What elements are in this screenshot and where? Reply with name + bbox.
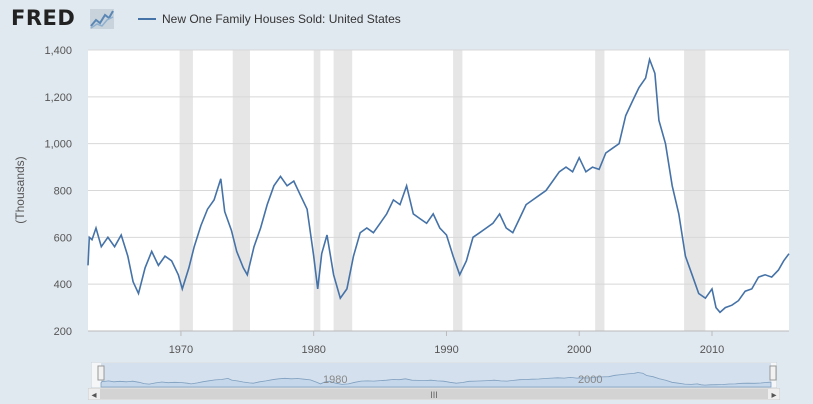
x-axis-ticks: 1970 1980 1990 2000 2010 xyxy=(88,330,789,356)
scrollbar-thumb[interactable] xyxy=(100,389,768,399)
x-tick-label: 1990 xyxy=(434,344,458,356)
line-chart: 200 400 600 800 1,000 1,200 1,400 1970 1980 1990… xyxy=(13,45,790,356)
legend-label: New One Family Houses Sold: United State… xyxy=(162,12,401,26)
navigator-label-1980: 1980 xyxy=(323,374,347,386)
navigator-left-handle[interactable] xyxy=(97,365,105,381)
y-tick-label: 1,000 xyxy=(44,139,72,151)
y-tick-label: 400 xyxy=(54,279,72,291)
scrollbar-left-arrow[interactable]: ◂ xyxy=(91,390,96,400)
scrollbar-grip[interactable]: III xyxy=(430,390,438,400)
y-axis-ticks: 200 400 600 800 1,000 1,200 1,400 xyxy=(44,45,72,338)
x-tick-label: 1970 xyxy=(169,344,193,356)
y-tick-label: 1,200 xyxy=(44,92,72,104)
y-tick-label: 200 xyxy=(54,326,72,338)
y-axis-label: (Thousands) xyxy=(13,156,27,223)
x-tick-label: 1980 xyxy=(301,344,325,356)
fred-logo[interactable]: FRED xyxy=(11,6,76,30)
x-tick-label: 2000 xyxy=(567,344,591,356)
series-line xyxy=(87,56,790,314)
y-tick-label: 800 xyxy=(54,186,72,198)
scrollbar-right-arrow[interactable]: ▸ xyxy=(771,390,776,400)
x-tick-label: 2010 xyxy=(700,344,724,356)
scrollbar[interactable]: III ◂ ▸ xyxy=(88,388,780,400)
chart-header: FRED New One Family Houses Sold: United … xyxy=(0,0,813,44)
navigator[interactable]: 1980 2000 xyxy=(91,362,777,388)
y-tick-label: 1,400 xyxy=(44,45,72,57)
chart-legend[interactable]: New One Family Houses Sold: United State… xyxy=(138,12,401,26)
fred-logo-graph-icon xyxy=(90,9,114,29)
y-tick-label: 600 xyxy=(54,232,72,244)
navigator-right-handle[interactable] xyxy=(769,365,777,381)
navigator-label-2000: 2000 xyxy=(578,374,602,386)
legend-line-swatch xyxy=(138,18,156,20)
navigator-series-area xyxy=(100,372,772,388)
